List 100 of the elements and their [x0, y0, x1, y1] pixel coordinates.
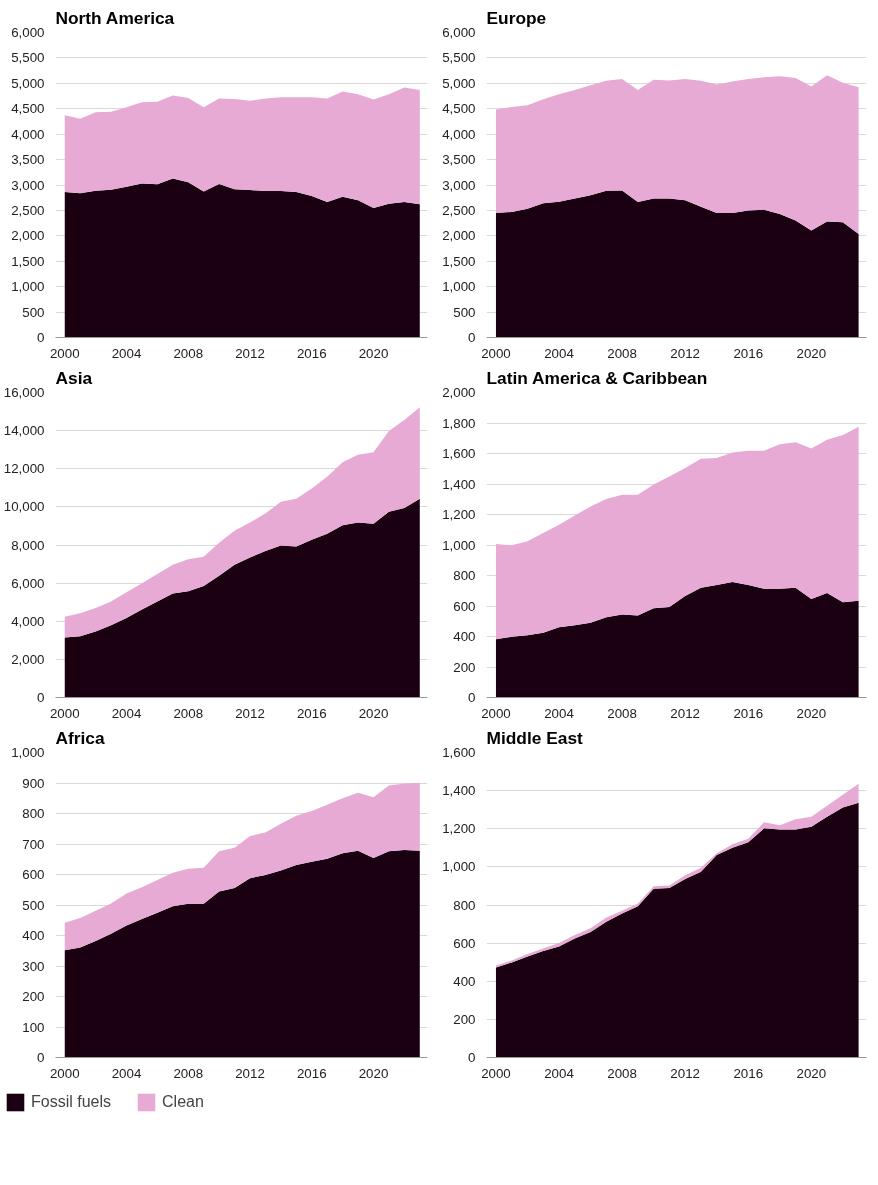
- y-tick-label: 10,000: [3, 499, 45, 515]
- y-tick-label: 4,500: [442, 101, 476, 117]
- x-tick-label: 2020: [796, 345, 827, 361]
- x-tick-label: 2000: [481, 345, 511, 361]
- x-tick-label: 2004: [111, 345, 142, 361]
- chart-title: Latin America & Caribbean: [486, 367, 708, 388]
- y-tick-label: 16,000: [3, 385, 45, 400]
- x-tick-label: 2016: [296, 1065, 327, 1081]
- x-tick-label: 2008: [173, 705, 204, 721]
- chart-title: Asia: [55, 367, 93, 388]
- y-tick-label: 600: [453, 935, 476, 951]
- y-tick-label: 14,000: [3, 423, 45, 439]
- x-tick-label: 2000: [481, 1065, 511, 1081]
- x-tick-label: 2008: [173, 345, 204, 361]
- y-tick-label: 2,500: [11, 202, 45, 218]
- y-tick-label: 3,000: [442, 177, 476, 193]
- x-tick-label: 2012: [670, 705, 700, 721]
- y-tick-label: 0: [37, 1050, 45, 1065]
- y-tick-label: 600: [22, 867, 45, 882]
- chart-title: Europe: [486, 7, 547, 28]
- y-tick-label: 6,000: [11, 25, 45, 40]
- x-tick-label: 2008: [607, 1065, 637, 1081]
- y-tick-label: 3,000: [11, 177, 45, 193]
- y-tick-label: 900: [22, 775, 45, 791]
- y-tick-label: 800: [22, 806, 45, 821]
- y-tick-label: 600: [453, 598, 476, 614]
- y-tick-label: 0: [468, 330, 476, 345]
- y-tick-label: 4,500: [11, 101, 45, 117]
- x-tick-label: 2016: [733, 345, 764, 361]
- y-tick-label: 500: [22, 897, 45, 913]
- x-tick-label: 2016: [296, 705, 327, 721]
- y-tick-label: 5,500: [11, 50, 45, 66]
- x-tick-label: 2016: [733, 705, 764, 721]
- x-tick-label: 2012: [670, 345, 700, 361]
- x-tick-label: 2012: [235, 1065, 265, 1081]
- y-tick-label: 1,600: [442, 446, 476, 461]
- y-tick-label: 200: [453, 1011, 476, 1027]
- y-tick-label: 500: [22, 304, 45, 320]
- y-tick-label: 1,400: [442, 476, 476, 492]
- y-tick-label: 5,000: [442, 75, 476, 91]
- y-tick-label: 1,500: [11, 253, 45, 269]
- y-tick-label: 1,600: [442, 745, 476, 760]
- y-tick-label: 1,200: [442, 507, 476, 522]
- x-tick-label: 2020: [358, 345, 389, 361]
- x-tick-label: 2020: [358, 705, 389, 721]
- y-tick-label: 6,000: [442, 25, 476, 40]
- y-tick-label: 1,400: [442, 783, 476, 799]
- x-tick-label: 2016: [296, 345, 327, 361]
- y-tick-label: 4,000: [11, 126, 45, 142]
- y-tick-label: 1,000: [442, 859, 476, 875]
- y-tick-label: 2,000: [442, 228, 476, 244]
- x-tick-label: 2020: [358, 1065, 389, 1081]
- y-tick-label: 800: [453, 897, 476, 913]
- legend-label: Fossil fuels: [31, 1093, 112, 1111]
- x-tick-label: 2004: [544, 705, 575, 721]
- x-tick-label: 2000: [49, 345, 80, 361]
- x-tick-label: 2012: [235, 345, 265, 361]
- x-tick-label: 2020: [796, 705, 827, 721]
- y-tick-label: 5,000: [11, 75, 45, 91]
- y-tick-label: 400: [453, 629, 476, 644]
- chart-title: Africa: [55, 727, 105, 748]
- x-tick-label: 2008: [173, 1065, 204, 1081]
- y-tick-label: 300: [22, 958, 45, 974]
- x-tick-label: 2008: [607, 345, 637, 361]
- y-tick-label: 1,000: [11, 745, 45, 760]
- x-tick-label: 2004: [544, 345, 575, 361]
- y-tick-label: 5,500: [442, 50, 476, 66]
- y-tick-label: 200: [22, 989, 45, 1004]
- x-tick-label: 2000: [49, 1065, 80, 1081]
- y-tick-label: 700: [22, 836, 45, 852]
- y-tick-label: 1,200: [442, 821, 476, 837]
- y-tick-label: 3,500: [11, 152, 45, 168]
- y-tick-label: 2,000: [11, 228, 45, 244]
- y-tick-label: 1,000: [442, 279, 476, 295]
- y-tick-label: 2,000: [442, 385, 476, 400]
- y-tick-label: 400: [453, 973, 476, 989]
- y-tick-label: 200: [453, 659, 476, 675]
- y-tick-label: 12,000: [3, 461, 45, 477]
- x-tick-label: 2004: [544, 1065, 575, 1081]
- y-tick-label: 400: [22, 928, 45, 943]
- y-tick-label: 800: [453, 568, 476, 583]
- chart-title: Middle East: [486, 727, 584, 748]
- y-tick-label: 500: [453, 304, 476, 320]
- y-tick-label: 4,000: [11, 613, 45, 629]
- y-tick-label: 0: [37, 330, 45, 345]
- y-tick-label: 100: [22, 1019, 45, 1035]
- x-tick-label: 2012: [235, 705, 265, 721]
- y-tick-label: 4,000: [442, 126, 476, 142]
- y-tick-label: 0: [468, 1050, 476, 1065]
- x-tick-label: 2016: [733, 1065, 764, 1081]
- y-tick-label: 1,500: [442, 253, 476, 269]
- chart-title: North America: [55, 7, 175, 28]
- y-tick-label: 1,000: [442, 537, 476, 553]
- y-tick-label: 6,000: [11, 575, 45, 591]
- y-tick-label: 0: [37, 690, 45, 705]
- x-tick-label: 2000: [481, 705, 511, 721]
- legend-label: Clean: [162, 1093, 204, 1111]
- x-tick-label: 2012: [670, 1065, 700, 1081]
- y-tick-label: 0: [468, 690, 476, 705]
- y-tick-label: 3,500: [442, 152, 476, 168]
